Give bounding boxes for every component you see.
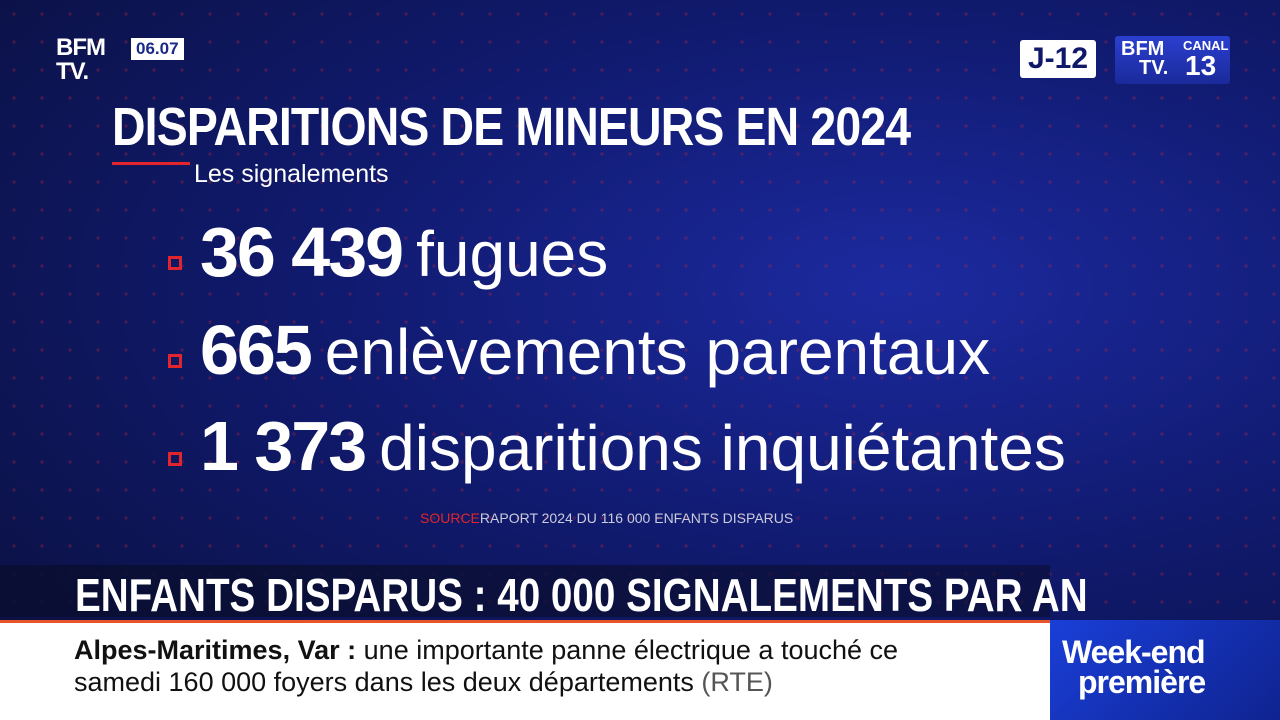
ticker-credit: (RTE) [701, 667, 773, 697]
subtitle: Les signalements [194, 160, 389, 188]
corner-sub: TV. [1139, 57, 1169, 79]
stat-number: 1 373 [200, 407, 367, 485]
channel-logo: BFM TV. [56, 34, 106, 85]
ticker-text: samedi 160 000 foyers dans les deux dépa… [74, 667, 694, 697]
program-logo: Week-end première [1050, 620, 1280, 720]
logo-sub: TV. [56, 58, 89, 85]
headline: ENFANTS DISPARUS : 40 000 SIGNALEMENTS P… [75, 569, 1088, 621]
ticker: Alpes-Maritimes, Var : une importante pa… [0, 620, 1050, 720]
ticker-place: Alpes-Maritimes, Var [74, 635, 340, 665]
stat-item: 665 enlèvements parentaux [200, 310, 990, 390]
stat-item: 36 439 fugues [200, 212, 608, 292]
source-tag: SOURCE [420, 510, 480, 526]
stat-number: 36 439 [200, 213, 404, 291]
stat-label: enlèvements parentaux [324, 316, 991, 388]
ticker-text: une importante panne électrique a touché… [363, 635, 899, 665]
ticker-separator: : [347, 635, 357, 665]
ticker-line: Alpes-Maritimes, Var : une importante pa… [74, 635, 898, 666]
source-text: RAPORT 2024 DU 116 000 ENFANTS DISPARUS [479, 510, 794, 526]
channel-label: CANAL [1183, 38, 1229, 53]
stat-number: 665 [200, 311, 313, 389]
bullet [168, 354, 182, 368]
stat-item: 1 373 disparitions inquiétantes [200, 406, 1066, 486]
corner-brand: BFM [1121, 38, 1165, 60]
headline-bar: ENFANTS DISPARUS : 40 000 SIGNALEMENTS P… [0, 565, 1088, 621]
stat-label: disparitions inquiétantes [379, 412, 1066, 484]
corner-logo: BFM TV. CANAL 13 [1115, 36, 1230, 84]
logo-brand: BFM [56, 34, 106, 61]
accent-line [112, 162, 190, 165]
clock: 06.07 [131, 38, 184, 60]
bullet [168, 256, 182, 270]
bullet [168, 452, 182, 466]
ticker-line: samedi 160 000 foyers dans les deux dépa… [74, 667, 773, 698]
countdown: J-12 [1020, 40, 1097, 78]
program-line: Week-end [1062, 634, 1206, 670]
channel-number: 13 [1185, 50, 1217, 81]
stat-label: fugues [416, 218, 609, 290]
title: DISPARITIONS DE MINEURS EN 2024 [112, 97, 911, 157]
source: SOURCERAPORT 2024 DU 116 000 ENFANTS DIS… [420, 510, 793, 526]
program-line: première [1078, 664, 1206, 700]
